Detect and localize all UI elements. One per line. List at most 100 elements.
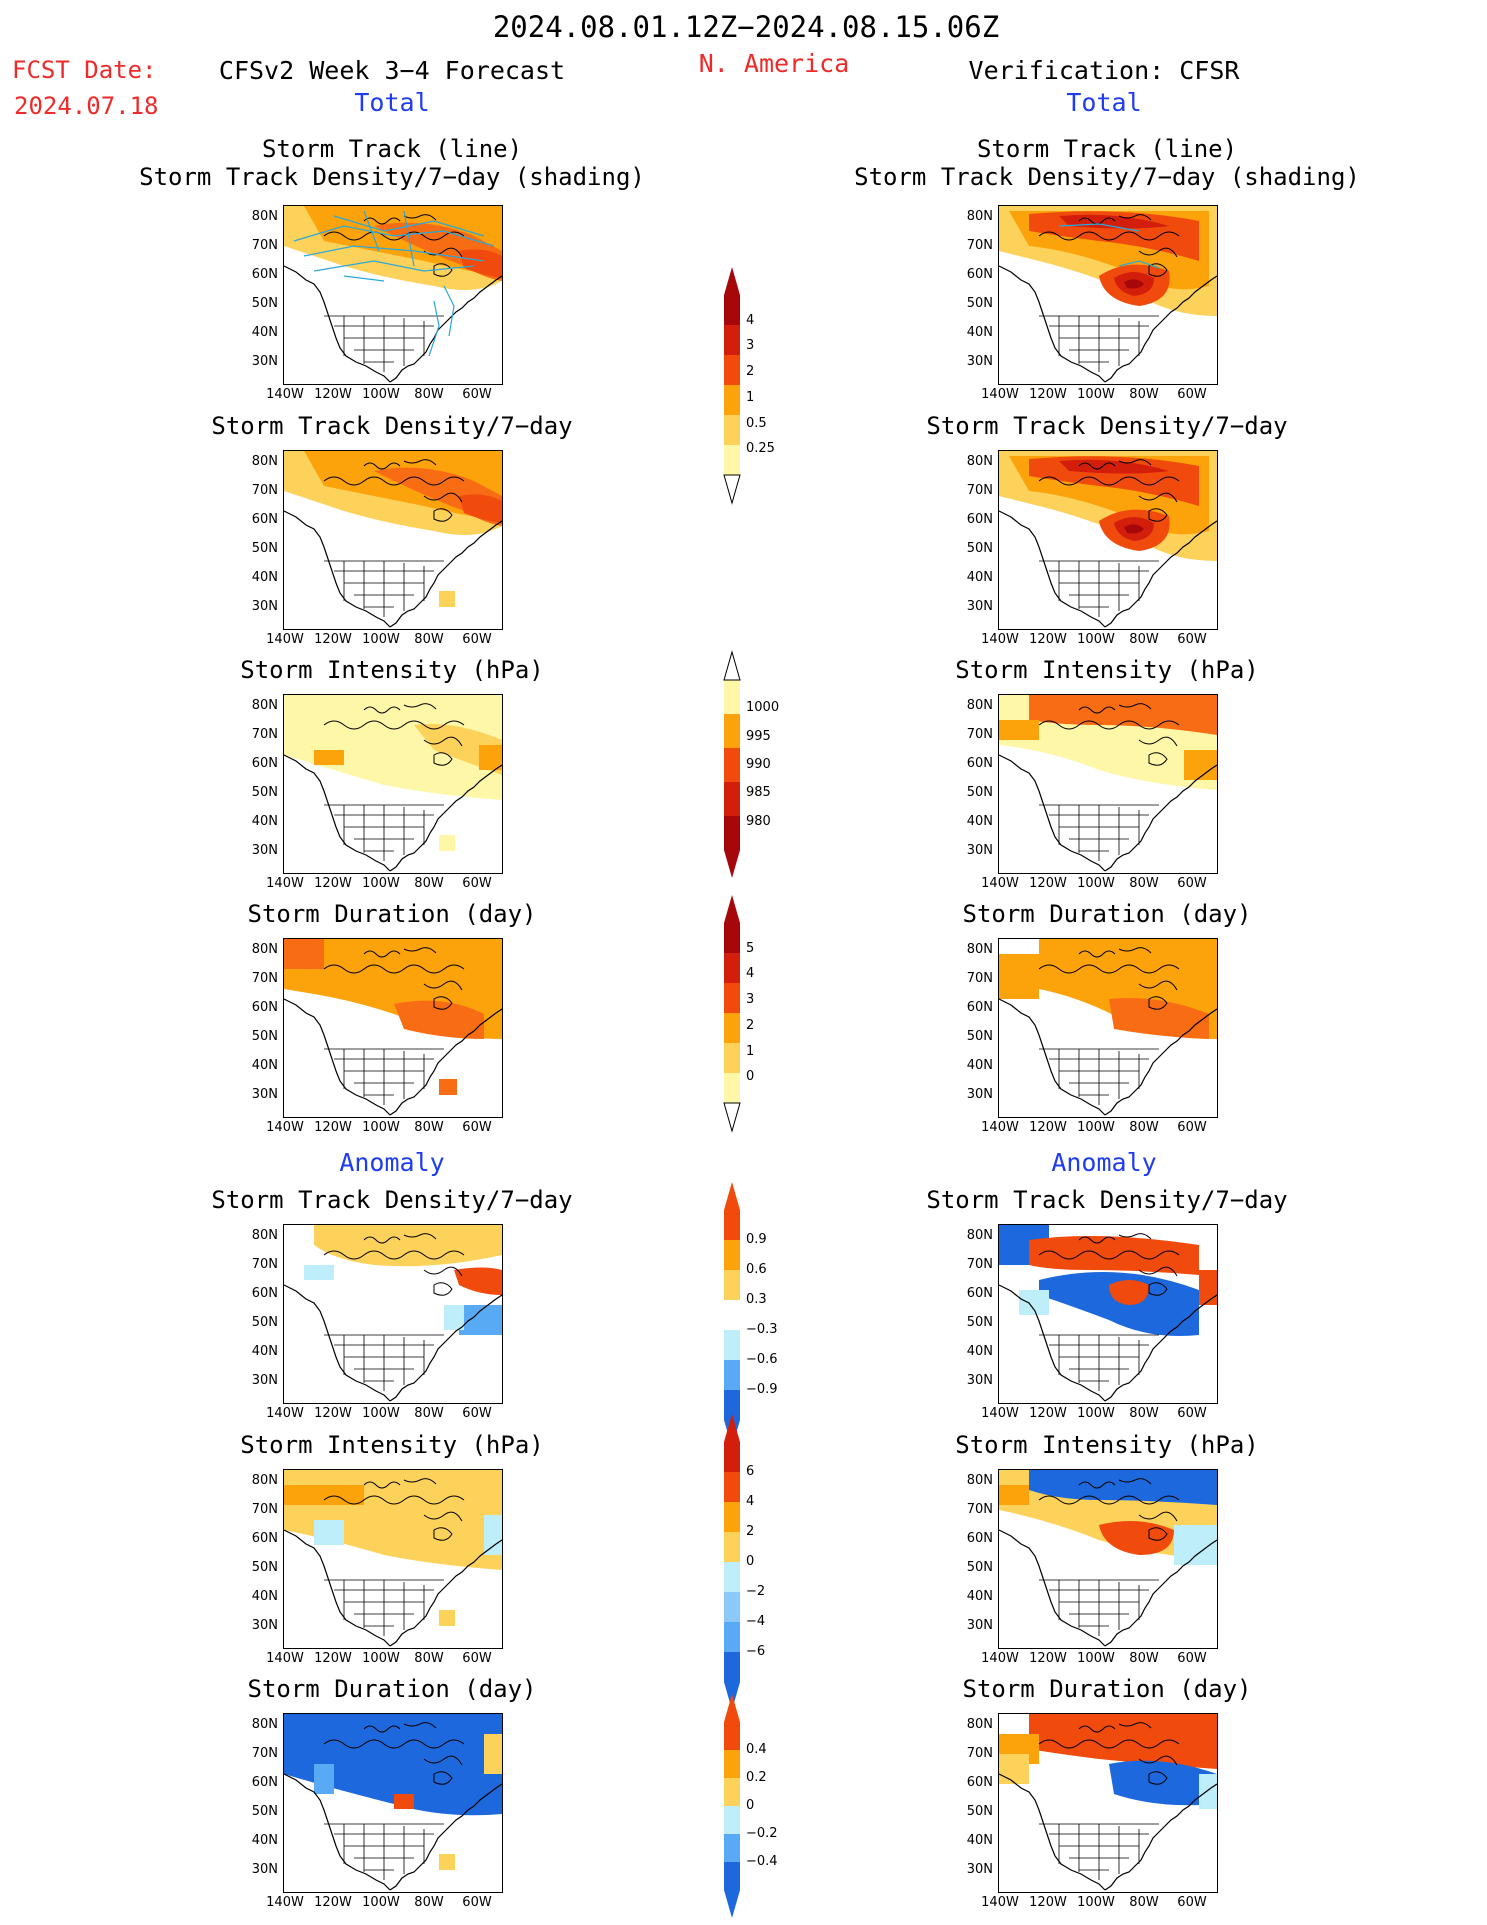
- arctic-coastline: [323, 1478, 465, 1541]
- lon-label: 140W: [981, 1120, 1019, 1135]
- coastline: [999, 998, 1217, 1116]
- panel-title: Storm Duration (day): [962, 1675, 1252, 1703]
- shading-region: [1099, 1521, 1174, 1555]
- lon-label: 100W: [362, 1895, 400, 1910]
- lon-label: 60W: [462, 1651, 492, 1666]
- colorbar-segment: [724, 1834, 740, 1863]
- colorbar-label: 2: [746, 364, 755, 380]
- lon-label: 140W: [266, 876, 304, 891]
- colorbar-top-end: [724, 1414, 740, 1442]
- map-forecast-density: [283, 450, 503, 630]
- coastline: [999, 265, 1217, 383]
- lon-label: 100W: [1077, 1406, 1115, 1421]
- colorbar-top-end: [724, 895, 740, 923]
- lon-label: 120W: [314, 1120, 352, 1135]
- lat-label: 70N: [966, 971, 993, 986]
- shading-region: [444, 1305, 464, 1330]
- arctic-coastline: [323, 947, 465, 1010]
- colorbar-top-end: [724, 1182, 740, 1210]
- coastline: [999, 1529, 1217, 1647]
- colorbar-label: 0.2: [746, 1770, 767, 1785]
- fcst-date-label: FCST Date:: [12, 56, 157, 84]
- colorbar-label: −0.9: [746, 1382, 778, 1397]
- state-borders: [1039, 1334, 1159, 1391]
- storm-track-lines: [293, 210, 495, 357]
- lat-label: 60N: [251, 1000, 278, 1015]
- colorbar-segment: [724, 983, 740, 1014]
- lat-label: 30N: [251, 1087, 278, 1102]
- lat-label: 80N: [966, 942, 993, 957]
- lat-label: 30N: [251, 1373, 278, 1388]
- lon-label: 140W: [981, 876, 1019, 891]
- colorbar-segment: [724, 1750, 740, 1779]
- colorbar-label: 990: [746, 757, 771, 772]
- lon-label: 60W: [1177, 387, 1207, 402]
- lat-label: 70N: [251, 483, 278, 498]
- state-borders: [324, 804, 444, 861]
- shading-region: [1199, 1774, 1217, 1809]
- shading-region: [1174, 1525, 1217, 1565]
- colorbar-label: −2: [746, 1584, 766, 1599]
- lat-label: 80N: [966, 209, 993, 224]
- lat-label: 70N: [251, 1502, 278, 1517]
- lat-label: 70N: [251, 971, 278, 986]
- colorbar-segment: [724, 1806, 740, 1835]
- lat-label: 80N: [251, 454, 278, 469]
- shading-region: [314, 1520, 344, 1545]
- lon-label: 60W: [462, 387, 492, 402]
- colorbar-label: 0.3: [746, 1292, 767, 1307]
- lon-label: 80W: [414, 876, 444, 891]
- lon-label: 140W: [266, 1651, 304, 1666]
- panel-title: Storm Track Density/7−day: [926, 1186, 1288, 1214]
- panel-subtitle: Storm Track Density/7−day (shading): [139, 163, 645, 191]
- lon-label: 60W: [1177, 1406, 1207, 1421]
- shading-region: [314, 1225, 502, 1267]
- map-verif-density: [998, 450, 1218, 630]
- lat-label: 60N: [251, 1286, 278, 1301]
- lon-label: 60W: [1177, 1651, 1207, 1666]
- colorbar-top-end: [723, 650, 741, 681]
- lat-label: 40N: [251, 1058, 278, 1073]
- coastline: [284, 1773, 502, 1891]
- colorbar-label: 2: [746, 1524, 755, 1539]
- arctic-coastline: [1038, 1233, 1180, 1296]
- shading-region: [284, 1485, 364, 1505]
- shading-region: [459, 249, 502, 278]
- shading-region: [439, 835, 455, 851]
- colorbar-label: 4: [746, 312, 755, 328]
- shading-region: [439, 1854, 455, 1870]
- colorbar-label: 0.4: [746, 1742, 767, 1757]
- colorbar-top-end: [724, 1694, 740, 1722]
- colorbar-segment: [724, 1073, 740, 1104]
- lat-label: 80N: [966, 698, 993, 713]
- forecast-title: CFSv2 Week 3−4 Forecast: [218, 56, 566, 85]
- colorbar-label: −0.6: [746, 1352, 778, 1367]
- panel-subtitle: Storm Track Density/7−day (shading): [854, 163, 1360, 191]
- arctic-coastline: [1038, 947, 1180, 1010]
- panel-title: Storm Intensity (hPa): [955, 656, 1259, 684]
- lat-label: 30N: [251, 1618, 278, 1633]
- state-borders: [1039, 804, 1159, 861]
- shading-region: [314, 1764, 334, 1794]
- panel-title: Storm Track Density/7−day: [211, 412, 573, 440]
- lon-label: 60W: [1177, 1895, 1207, 1910]
- arctic-coastline: [323, 1722, 465, 1785]
- lon-label: 140W: [981, 1895, 1019, 1910]
- lon-label: 120W: [314, 1895, 352, 1910]
- state-borders: [324, 1334, 444, 1391]
- colorbar-segment: [724, 1472, 740, 1503]
- colorbar-label: 995: [746, 728, 771, 744]
- arctic-coastline: [1038, 703, 1180, 766]
- state-borders: [324, 1823, 444, 1880]
- colorbar-bottom-end: [723, 1102, 741, 1133]
- colorbar-segment: [724, 1013, 740, 1044]
- lat-label: 70N: [251, 238, 278, 253]
- colorbar-label: 3: [746, 338, 755, 354]
- panel-title: Storm Track Density/7−day: [926, 412, 1288, 440]
- lon-label: 140W: [266, 632, 304, 647]
- forecast-total-label: Total: [354, 88, 430, 117]
- colorbar-segment: [724, 1778, 740, 1807]
- colorbar-segment: [724, 1270, 740, 1301]
- lat-label: 70N: [966, 1502, 993, 1517]
- lat-label: 40N: [966, 1344, 993, 1359]
